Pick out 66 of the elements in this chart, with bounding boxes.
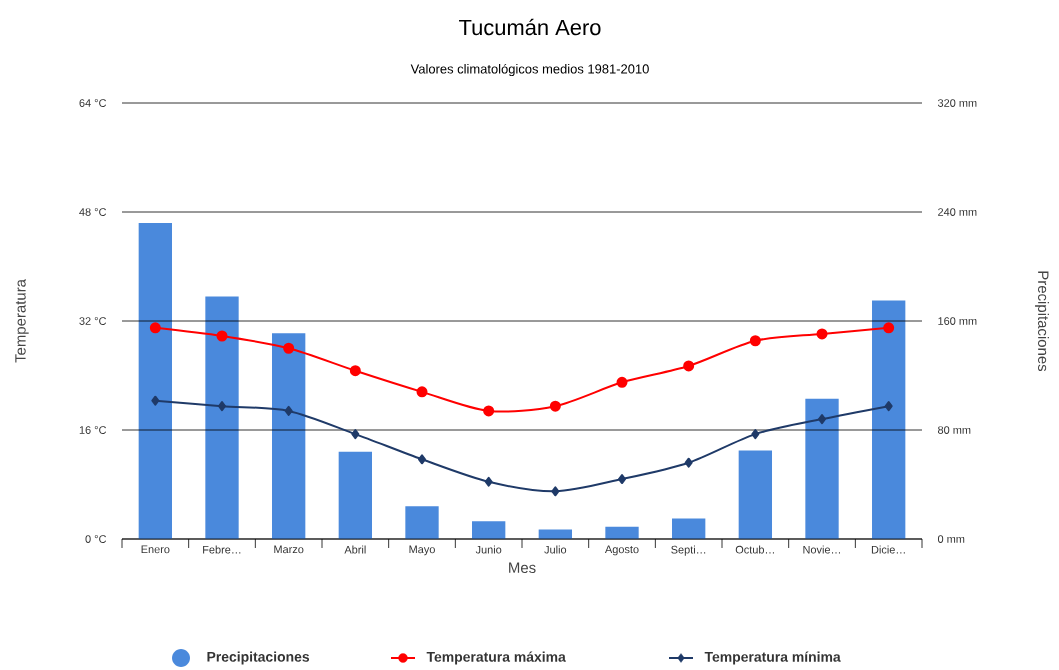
y2-tick-label: 80 mm — [938, 426, 971, 434]
y-tick-label: 0 °C — [85, 535, 107, 543]
point — [483, 405, 495, 417]
bar — [405, 506, 439, 539]
x-axis-title: Mes — [509, 562, 536, 573]
point — [551, 486, 560, 497]
point — [349, 365, 361, 377]
bar — [538, 529, 573, 539]
chart-subtitle: Valores climatológicos medios 1981-2010 — [410, 63, 649, 77]
bar — [205, 296, 239, 539]
y-tick-label: 64 °C — [79, 99, 107, 107]
point — [618, 474, 627, 485]
point — [549, 400, 561, 412]
point — [283, 342, 295, 354]
bar — [605, 526, 639, 539]
bar — [472, 521, 506, 539]
bar — [138, 222, 172, 539]
point — [749, 335, 761, 347]
y2-tick-label: 320 mm — [937, 99, 977, 107]
point — [149, 322, 161, 334]
point — [816, 328, 828, 340]
x-tick-label: Novie… — [803, 545, 840, 554]
point — [616, 376, 628, 388]
x-tick-label: Dicie… — [871, 545, 905, 554]
point — [216, 330, 228, 342]
x-tick-label: Abril — [344, 545, 366, 554]
x-tick-label: Agosto — [604, 545, 639, 556]
point — [884, 401, 893, 412]
bar — [738, 450, 773, 539]
legend-label: Temperatura máxima — [426, 651, 566, 665]
bar — [672, 518, 706, 539]
x-tick-label: Febre… — [203, 545, 241, 554]
point — [683, 360, 695, 372]
point — [883, 322, 895, 334]
bar — [805, 398, 839, 539]
legend-label: Temperatura mínima — [704, 651, 841, 665]
point — [416, 386, 428, 398]
point — [351, 429, 360, 440]
point — [484, 476, 493, 487]
x-tick-label: Mayo — [409, 545, 435, 556]
bar — [338, 451, 372, 539]
point — [284, 405, 293, 416]
x-tick-label: Julio — [544, 545, 567, 554]
y2-tick-label: 160 mm — [938, 317, 977, 325]
y-tick-label: 16 °C — [79, 426, 107, 434]
point — [218, 401, 226, 412]
legend-label: Precipitaciones — [207, 651, 310, 665]
point — [751, 429, 760, 440]
y2-tick-label: 0 mm — [937, 535, 965, 543]
point — [818, 414, 827, 425]
y-tick-label: 32 °C — [79, 317, 107, 325]
x-tick-label: Septi… — [671, 545, 706, 556]
y-axis-title: Temperatura — [15, 279, 29, 363]
point — [151, 395, 160, 406]
x-tick-label: Marzo — [274, 545, 304, 554]
y2-tick-label: 240 mm — [938, 208, 977, 216]
point — [684, 457, 693, 468]
y2-axis-title: Precipitaciones — [1035, 271, 1049, 372]
x-tick-label: Enero — [141, 545, 170, 554]
x-tick-label: Octub… — [735, 545, 774, 554]
chart-title: Tucumán Aero — [459, 18, 601, 36]
bar — [872, 300, 906, 539]
point — [418, 454, 426, 465]
x-tick-label: Junio — [475, 545, 502, 554]
bar — [272, 333, 306, 539]
y-tick-label: 48 °C — [79, 208, 107, 216]
